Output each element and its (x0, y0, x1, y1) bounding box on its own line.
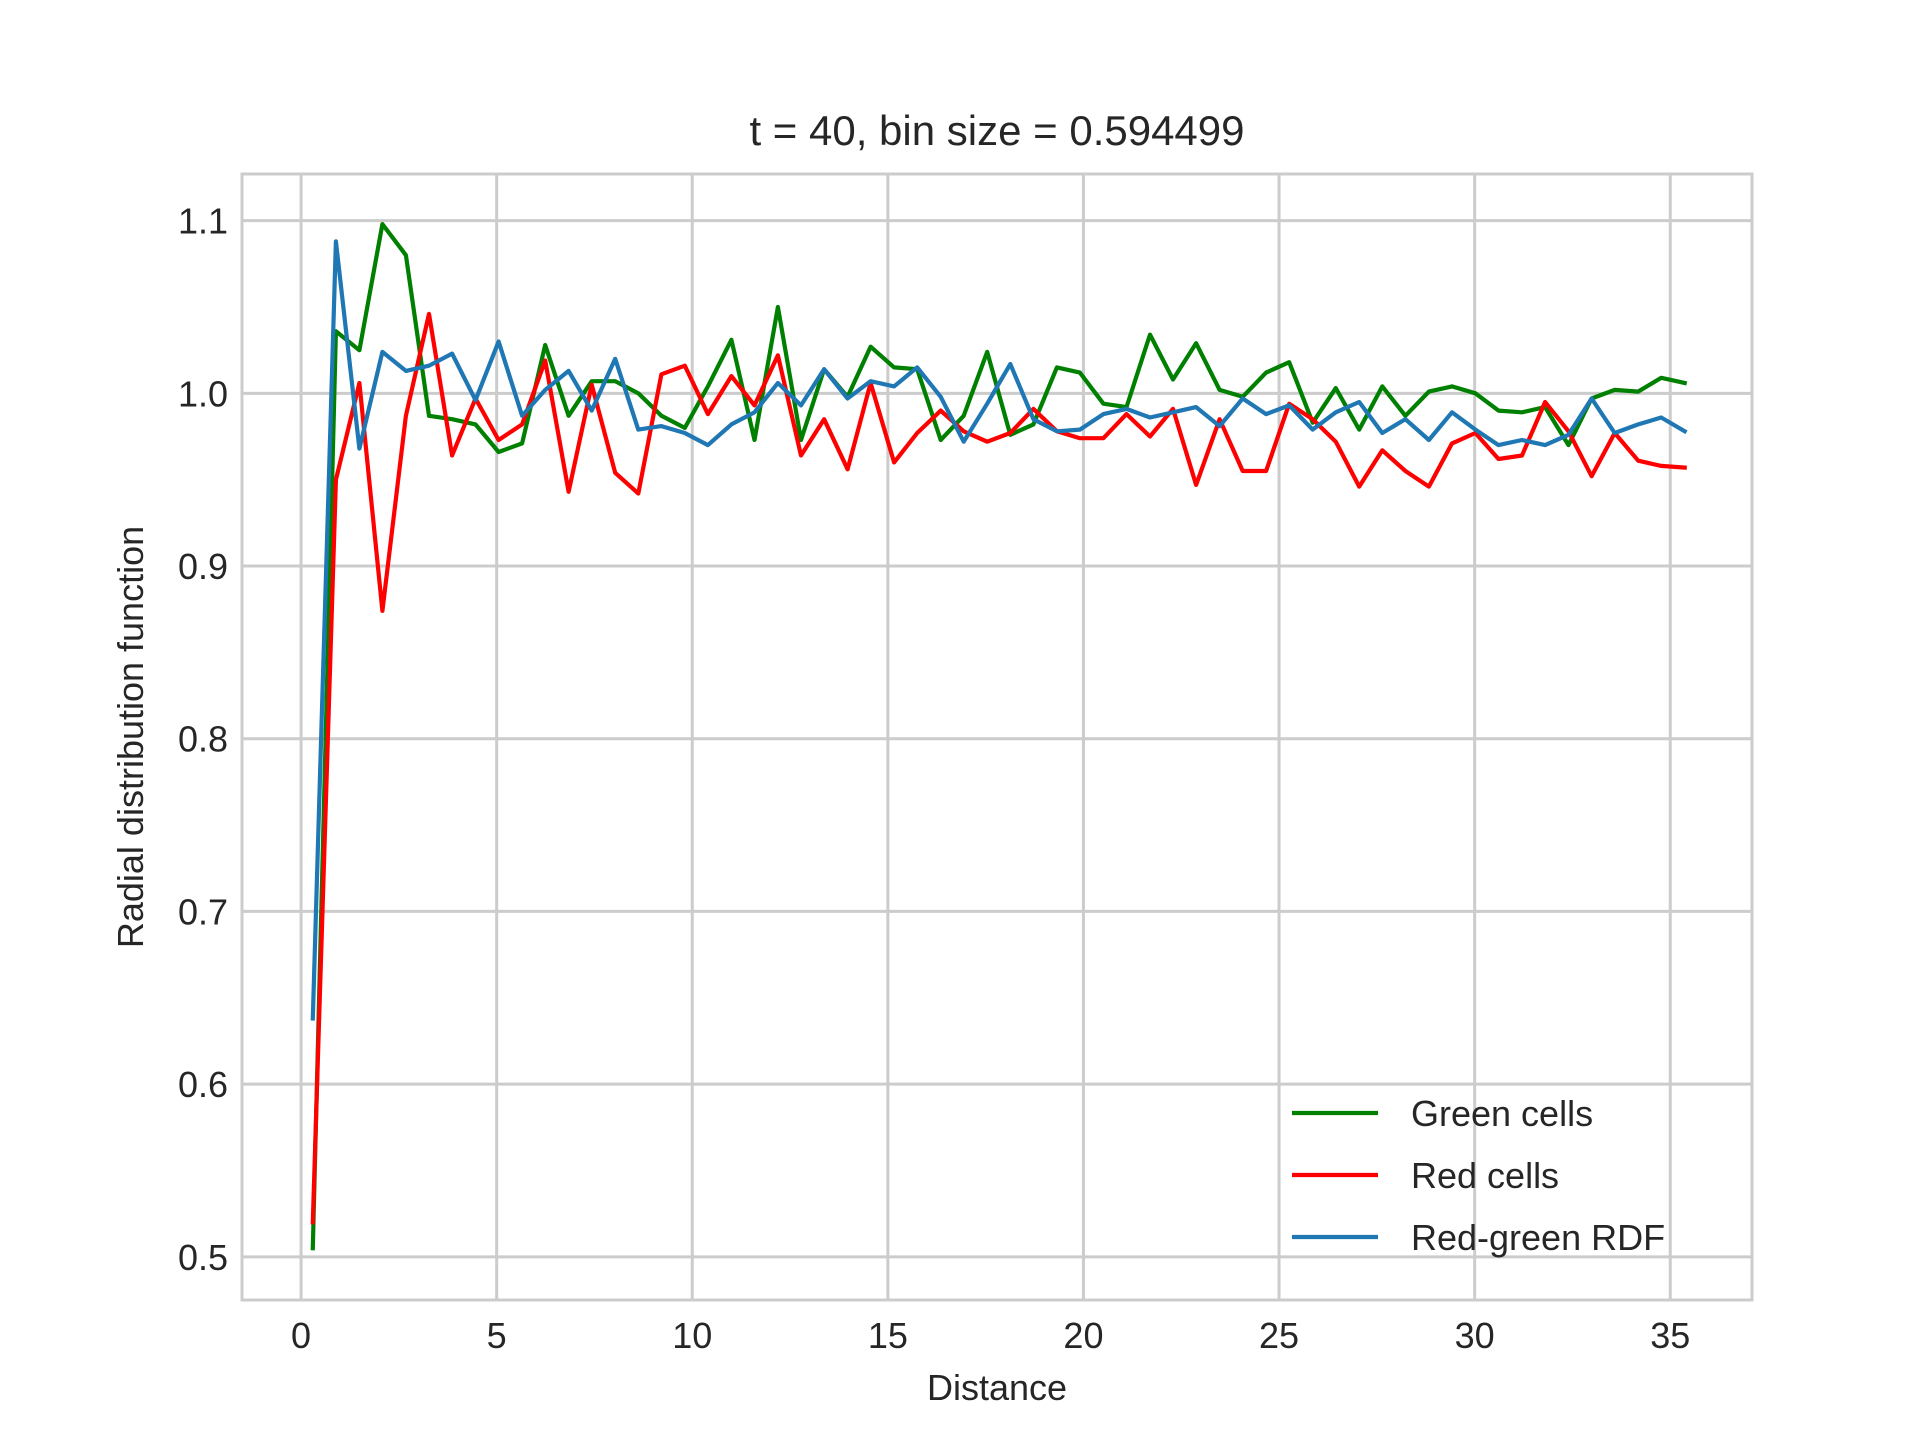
series-line-2 (310, 239, 1688, 1021)
y-tick-label: 1.1 (178, 201, 228, 242)
x-axis-label: Distance (927, 1367, 1067, 1408)
series-line-0 (310, 222, 1688, 1251)
legend-label-0: Green cells (1411, 1093, 1593, 1134)
x-tick-label: 30 (1455, 1315, 1495, 1356)
y-tick-label: 0.7 (178, 891, 228, 932)
x-tick-label: 25 (1259, 1315, 1299, 1356)
plot-frame (240, 172, 1754, 1302)
y-tick-label: 0.9 (178, 546, 228, 587)
series-line-1 (310, 311, 1687, 1225)
legend-label-1: Red cells (1411, 1155, 1559, 1196)
y-tick-label: 0.5 (178, 1237, 228, 1278)
y-tick-label: 0.8 (178, 719, 228, 760)
x-tick-label: 0 (291, 1315, 311, 1356)
x-tick-label: 5 (487, 1315, 507, 1356)
y-tick-label: 1.0 (178, 373, 228, 414)
chart-title: t = 40, bin size = 0.594499 (749, 107, 1244, 154)
x-tick-label: 35 (1650, 1315, 1690, 1356)
x-tick-label: 20 (1063, 1315, 1103, 1356)
x-tick-label: 10 (672, 1315, 712, 1356)
y-axis-label: Radial distribution function (110, 526, 151, 948)
y-tick-label: 0.6 (178, 1064, 228, 1105)
x-tick-label: 15 (868, 1315, 908, 1356)
series-lines (310, 222, 1688, 1251)
legend-label-2: Red-green RDF (1411, 1217, 1665, 1258)
legend: Green cells Red cells Red-green RDF (1292, 1093, 1665, 1258)
axis-ticks: 0 5 10 15 20 25 30 35 0.5 0.6 0.7 0.8 0.9 1.0 1.1 (178, 201, 1690, 1356)
